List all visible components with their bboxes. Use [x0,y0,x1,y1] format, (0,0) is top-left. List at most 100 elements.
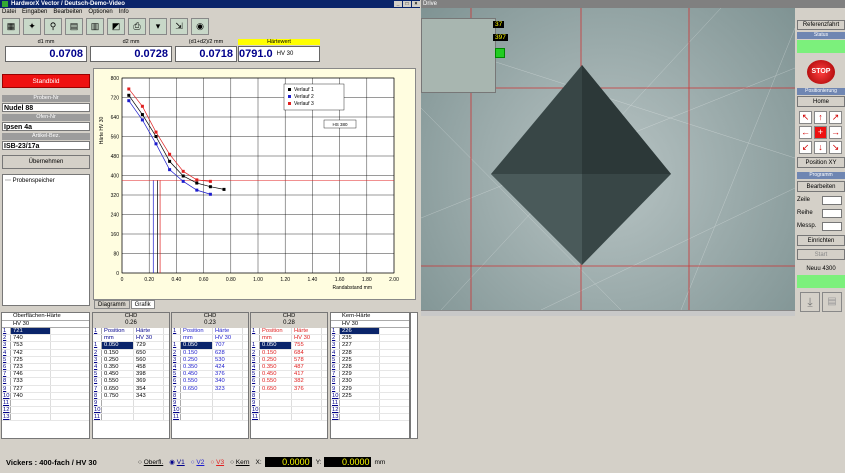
table-row[interactable]: 5 0.450 398 [93,371,169,379]
menu-bearbeiten[interactable]: Bearbeiten [53,9,83,15]
haerte-cell[interactable]: 417 [292,371,322,378]
arrow-down-right-icon[interactable]: ↘ [829,141,842,154]
table-row[interactable]: 11 [251,414,327,422]
table-row[interactable]: 11 [331,399,409,408]
table-row[interactable]: 5 0.450 376 [172,371,248,379]
position-cell[interactable]: 0.650 [102,385,134,392]
home-button[interactable]: Home [797,96,845,107]
haerte-cell[interactable] [213,407,243,414]
report-tool-button[interactable]: ▤ [65,18,83,35]
cell-value[interactable] [340,399,380,407]
table-row[interactable]: 8 [172,392,248,400]
table-row[interactable]: 6 0.550 340 [172,378,248,386]
table-row[interactable]: 12 [331,407,409,415]
table-row[interactable]: 5 725 [2,356,89,364]
artikel-field[interactable]: ISB-23/17a [2,141,90,150]
table-row[interactable]: 1 0.050 755 [251,342,327,350]
haerte-cell[interactable] [292,414,322,421]
position-cell[interactable]: 0.550 [102,378,134,385]
cell-value[interactable]: 723 [11,363,51,371]
table-row[interactable]: 8 0.750 343 [93,392,169,400]
position-cell[interactable]: 0.450 [260,371,292,378]
haerte-cell[interactable]: 369 [134,378,164,385]
cell-value[interactable] [11,414,51,421]
haerte-cell[interactable] [134,399,164,407]
cell-value[interactable]: 740 [11,335,51,342]
table-row[interactable]: 6 0.550 369 [93,378,169,386]
tables-scrollbar[interactable] [410,312,418,439]
haerte-cell[interactable] [292,399,322,407]
table-row[interactable]: 11 [172,414,248,422]
zeile-spinner[interactable] [822,196,842,205]
table-row[interactable]: 7 229 [331,371,409,379]
position-cell[interactable]: 0.250 [181,356,213,363]
position-cell[interactable]: 0.150 [260,349,292,356]
table-row[interactable]: 9 [251,399,327,408]
position-cell[interactable] [181,407,213,414]
haerte-cell[interactable]: 487 [292,363,322,371]
position-cell[interactable] [102,399,134,407]
table-row[interactable]: 6 723 [2,363,89,372]
haerte-cell[interactable]: 376 [292,385,322,392]
radio-oberfl[interactable]: ○ Oberfl. [138,458,164,466]
cell-value[interactable]: 733 [11,378,51,385]
haerte-cell[interactable]: 343 [134,392,164,399]
table-row[interactable]: 7 746 [2,371,89,379]
haerte-cell[interactable]: 578 [292,356,322,363]
haerte-cell[interactable]: 684 [292,349,322,356]
chart-tool-button[interactable]: ◩ [107,18,125,35]
cell-value[interactable]: 753 [11,342,51,349]
haerte-cell[interactable]: 628 [213,349,243,356]
maximize-button[interactable]: □ [403,1,411,7]
standbild-button[interactable]: Standbild [2,74,90,88]
export-tool-button[interactable]: ⇲ [170,18,188,35]
position-cell[interactable] [181,392,213,399]
table-row[interactable]: 12 [2,407,89,415]
print-tool-button[interactable]: ⎙ [128,18,146,35]
haerte-cell[interactable]: 340 [213,378,243,385]
position-cell[interactable]: 0.050 [102,342,134,349]
haerte-cell[interactable] [134,414,164,421]
ofen-nr-field[interactable]: Ipsen 4a [2,122,90,131]
haerte-cell[interactable]: 354 [134,385,164,392]
position-cell[interactable]: 0.350 [102,363,134,371]
haerte-cell[interactable] [213,414,243,421]
table-row[interactable]: 3 0.250 560 [93,356,169,364]
arrow-up-icon[interactable]: ↑ [814,111,827,124]
table-row[interactable]: 1 0.050 729 [93,342,169,350]
table-row[interactable]: 9 727 [2,385,89,393]
camera-scrollbar[interactable] [421,310,795,316]
position-cell[interactable] [260,392,292,399]
image-tool-button[interactable]: ▦ [2,18,20,35]
table-row[interactable]: 10 [93,407,169,415]
table-row[interactable]: 3 227 [331,342,409,350]
camera-ok-indicator[interactable] [495,48,505,58]
haerte-cell[interactable]: 560 [134,356,164,363]
cell-value[interactable]: 725 [11,356,51,363]
position-cell[interactable]: 0.450 [102,371,134,378]
table-row[interactable]: 7 0.650 323 [172,385,248,393]
haerte-cell[interactable]: 650 [134,349,164,356]
position-cell[interactable] [260,407,292,414]
table-row[interactable]: 8 [251,392,327,400]
haerte-cell[interactable] [292,407,322,414]
oberflaeche-header[interactable]: Oberflächen-Härte [2,313,89,321]
table-row[interactable]: 2 0.150 628 [172,349,248,357]
radio-v2[interactable]: ○ V2 [190,458,205,466]
table-row[interactable]: 2 235 [331,335,409,343]
table-row[interactable]: 5 0.450 417 [251,371,327,379]
uebernehmen-button[interactable]: Übernehmen [2,155,90,169]
arrow-down-left-icon[interactable]: ↙ [799,141,812,154]
position-cell[interactable]: 0.150 [102,349,134,356]
radio-v3[interactable]: ○ V3 [210,458,225,466]
table-row[interactable]: 3 0.250 578 [251,356,327,364]
minimize-button[interactable]: _ [394,1,402,7]
position-cell[interactable]: 0.250 [102,356,134,363]
table-row[interactable]: 7 0.650 354 [93,385,169,393]
cell-value[interactable]: 226 [340,328,380,335]
reihe-spinner[interactable] [822,209,842,218]
table-row[interactable]: 4 228 [331,349,409,357]
cell-value[interactable]: 742 [11,349,51,356]
position-cell[interactable] [260,414,292,421]
start-button[interactable]: Start [797,249,845,260]
